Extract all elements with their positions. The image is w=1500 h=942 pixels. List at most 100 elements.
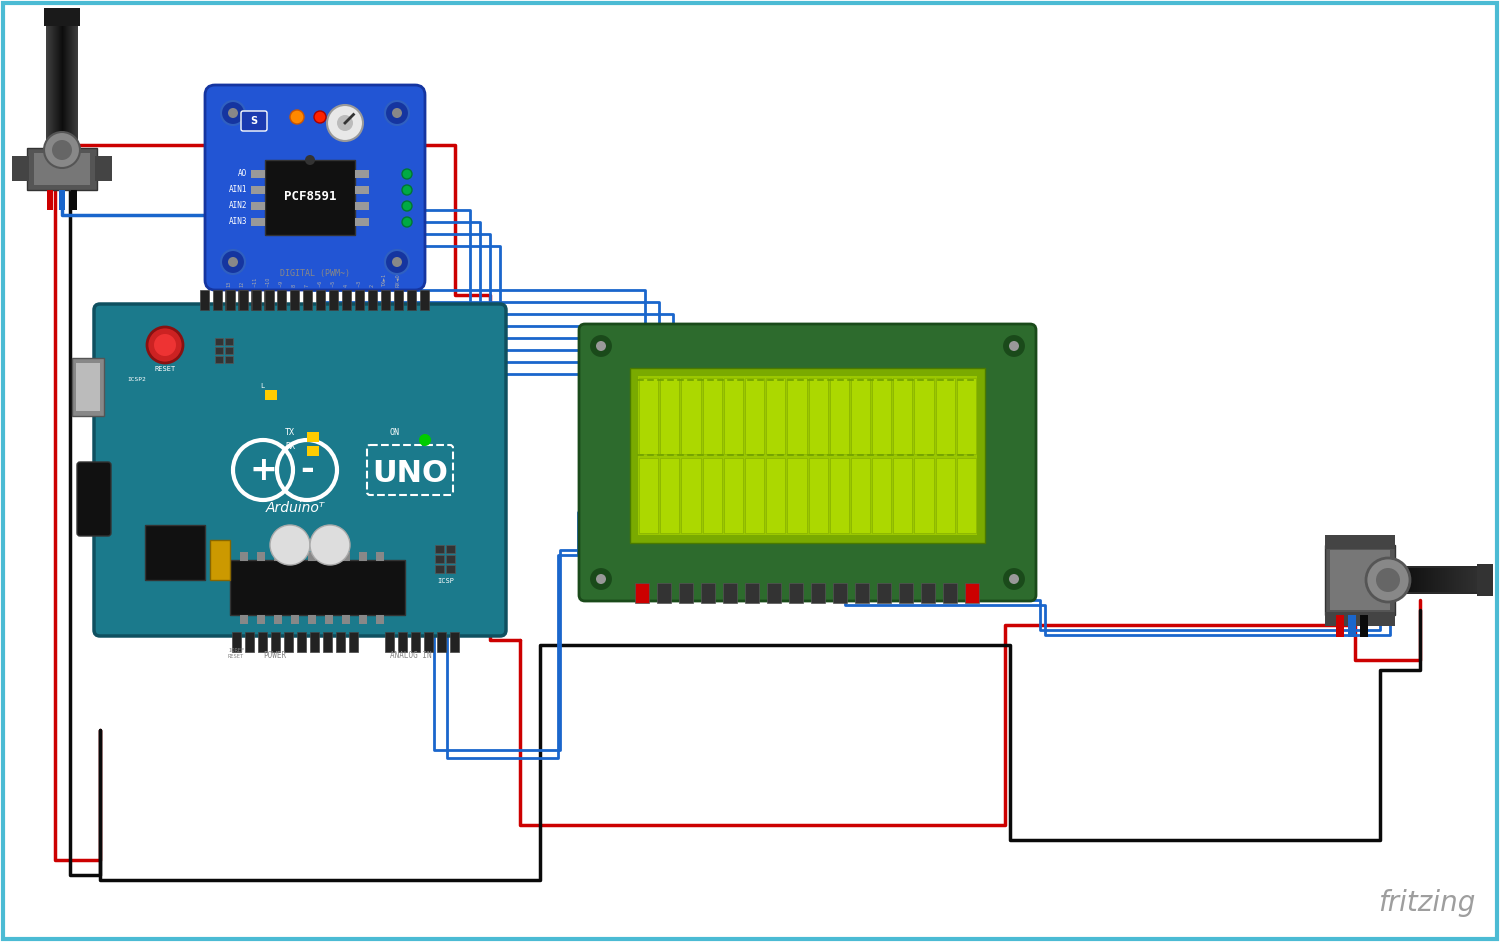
Bar	[326, 615, 333, 624]
Bar	[1330, 550, 1390, 610]
Bar	[639, 378, 658, 453]
Circle shape	[402, 201, 412, 211]
Bar	[232, 632, 242, 652]
Bar	[681, 378, 700, 453]
Bar	[356, 290, 364, 310]
Bar	[225, 338, 232, 345]
Circle shape	[310, 525, 350, 565]
Bar	[210, 540, 230, 580]
Bar	[251, 218, 266, 226]
Bar	[308, 552, 316, 561]
Bar	[1360, 615, 1368, 637]
Bar	[944, 583, 957, 603]
Bar	[251, 170, 266, 178]
Text: fritzing: fritzing	[1377, 889, 1474, 917]
Text: UNO: UNO	[372, 460, 448, 489]
Bar	[723, 583, 736, 603]
Text: ON: ON	[390, 428, 400, 437]
Text: ~6: ~6	[318, 280, 322, 287]
Bar	[446, 545, 454, 553]
Bar	[435, 565, 444, 573]
FancyBboxPatch shape	[579, 324, 1036, 601]
Circle shape	[1376, 568, 1400, 592]
Bar	[450, 632, 459, 652]
Bar	[788, 458, 807, 533]
Bar	[58, 190, 64, 210]
Bar	[850, 458, 870, 533]
FancyBboxPatch shape	[242, 111, 267, 131]
Bar	[297, 632, 306, 652]
Bar	[342, 552, 350, 561]
Text: AIN3: AIN3	[228, 218, 248, 226]
Bar	[634, 583, 650, 603]
Bar	[34, 153, 90, 185]
Circle shape	[327, 105, 363, 141]
Bar	[915, 458, 933, 533]
Circle shape	[1002, 334, 1026, 358]
Bar	[808, 458, 828, 533]
Bar	[358, 552, 368, 561]
Text: ~11: ~11	[252, 277, 258, 287]
Bar	[398, 632, 406, 652]
Text: 2: 2	[369, 284, 375, 287]
Text: 13: 13	[226, 281, 231, 287]
Text: DIGITAL (PWM~): DIGITAL (PWM~)	[280, 269, 350, 278]
Bar	[350, 632, 358, 652]
Bar	[356, 170, 369, 178]
Bar	[266, 160, 356, 235]
Bar	[356, 218, 369, 226]
Bar	[406, 290, 416, 310]
Circle shape	[402, 185, 412, 195]
Bar	[264, 290, 273, 310]
Circle shape	[596, 574, 606, 584]
Text: POWER: POWER	[262, 651, 286, 660]
Bar	[1324, 535, 1395, 549]
FancyBboxPatch shape	[94, 304, 506, 636]
Circle shape	[44, 132, 80, 168]
Bar	[788, 378, 807, 453]
Text: Arduinoᵀ: Arduinoᵀ	[266, 501, 324, 515]
Bar	[356, 186, 369, 194]
Bar	[915, 378, 933, 453]
Text: ICSP: ICSP	[438, 578, 454, 584]
Bar	[46, 190, 53, 210]
Bar	[291, 552, 298, 561]
Bar	[336, 632, 345, 652]
Bar	[766, 378, 786, 453]
Circle shape	[304, 155, 315, 165]
Bar	[376, 552, 384, 561]
Bar	[808, 378, 828, 453]
Circle shape	[338, 115, 352, 131]
Bar	[94, 156, 112, 181]
Bar	[871, 378, 891, 453]
Bar	[240, 615, 248, 624]
Circle shape	[392, 108, 402, 118]
Bar	[435, 545, 444, 553]
Text: ~5: ~5	[330, 280, 336, 287]
Bar	[328, 290, 338, 310]
Bar	[303, 290, 312, 310]
Circle shape	[590, 567, 613, 591]
Bar	[446, 555, 454, 563]
Text: RX◄0: RX◄0	[396, 273, 400, 287]
Bar	[766, 458, 786, 533]
Bar	[878, 583, 891, 603]
Circle shape	[228, 257, 238, 267]
Bar	[278, 290, 286, 310]
Bar	[274, 552, 282, 561]
Bar	[394, 290, 404, 310]
Bar	[244, 632, 254, 652]
Text: AO: AO	[237, 170, 248, 178]
Text: 7: 7	[304, 284, 309, 287]
Bar	[308, 615, 316, 624]
Circle shape	[402, 169, 412, 179]
Bar	[308, 432, 320, 442]
Bar	[322, 632, 332, 652]
Bar	[936, 378, 956, 453]
Bar	[310, 632, 320, 652]
Bar	[871, 458, 891, 533]
Bar	[957, 458, 976, 533]
Text: -: -	[300, 453, 313, 486]
Bar	[308, 446, 320, 456]
Text: S: S	[251, 116, 258, 126]
